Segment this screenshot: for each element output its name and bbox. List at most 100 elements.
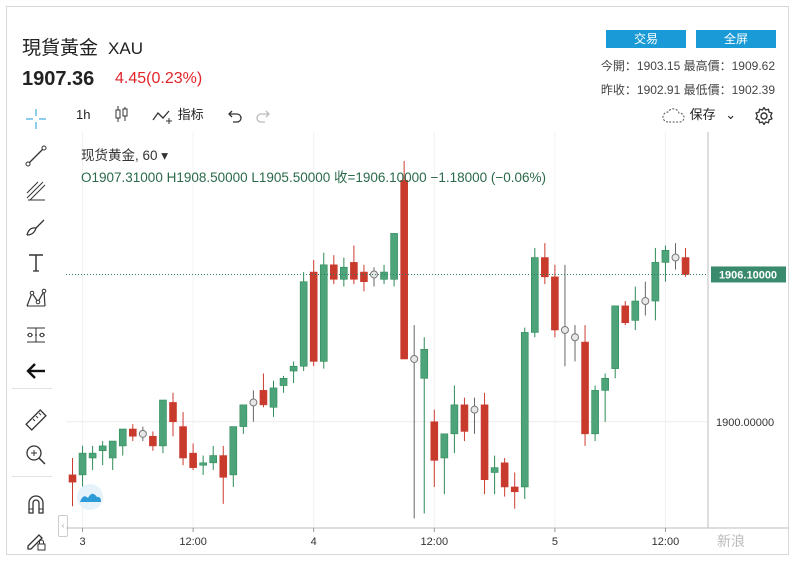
candle-body [68,474,77,483]
measure-icon[interactable] [18,320,54,350]
redo-icon[interactable] [256,104,272,126]
trendline-icon[interactable] [18,141,54,171]
indicators-button[interactable]: 指标 [152,104,204,126]
candle-body [129,428,137,437]
candle-body [450,404,459,435]
candle-body [601,377,609,391]
x-tick-label: 3 [79,536,85,548]
candle-doji [410,354,419,363]
last-price: 1907.36 [22,68,95,90]
page-title: 現貨黃金 XAU [22,33,143,60]
candle-body [78,452,87,476]
candle-body [611,305,620,369]
crosshair-icon[interactable] [18,104,54,134]
stats-prevclose-low: 昨收：1902.91 最低價：1902.39 [600,83,775,97]
candle-body [279,377,288,386]
save-label: 保存 [689,107,716,122]
legend-title[interactable]: 现货黄金, 60 ▾ [81,148,169,163]
chart-logo-icon [77,484,103,510]
indicators-label: 指标 [177,107,204,122]
current-price-badge [711,266,786,283]
candle-body [631,300,640,321]
chevron-down-icon[interactable]: ⌄ [725,107,737,122]
candle-body [98,445,107,452]
candle-doji [138,429,147,438]
lock-pencil-icon[interactable] [18,525,54,555]
candle-body [149,435,157,447]
candle-body [661,250,670,263]
x-tick-label: 5 [552,536,558,548]
text-icon[interactable] [18,248,54,278]
zoom-in-icon[interactable] [18,440,54,470]
candle-body [460,404,469,432]
candle-body [299,281,308,367]
settings-gear-icon[interactable] [754,104,774,126]
candle-body [219,455,228,478]
current-price-label: 1906.10000 [719,269,777,281]
candle-body [500,462,509,488]
candle-body [319,264,328,362]
legend: 现货黄金, 60 ▾ O1907.31000 H1908.50000 L1905… [81,145,546,189]
candle-body [239,404,248,427]
save-button[interactable]: 保存 ⌄ [662,104,736,126]
pattern-icon[interactable] [18,284,54,314]
magnet-icon[interactable] [18,490,54,520]
trade-button[interactable]: 交易 [606,30,686,48]
fib-icon[interactable] [18,176,54,206]
candle-body [289,365,298,372]
candle-body [400,179,408,360]
candle-body [269,387,278,408]
back-arrow-icon[interactable] [18,356,54,386]
interval-selector[interactable]: 1h [76,107,91,122]
candle-doji [470,405,479,414]
symbol-code: XAU [108,39,143,58]
candle-body [440,433,449,459]
legend-ohlc-values: O1907.31000 H1908.50000 L1905.50000 收=19… [81,170,547,185]
price-change: 4.45(0.23%) [115,70,203,87]
brush-icon[interactable] [18,212,54,242]
candle-doji [571,333,579,342]
undo-icon[interactable] [226,104,242,126]
x-tick-label: 12:00 [652,536,680,548]
candle-body [681,257,690,275]
instrument-name: 現貨黃金 [22,38,99,59]
candle-body [621,305,630,324]
candle-body [340,266,348,280]
candle-doji [249,398,258,407]
y-tick-label: 1900.00000 [716,417,774,429]
tool-divider [12,388,52,389]
stats-open-high: 今開：1903.15 最高價：1909.62 [600,59,775,73]
tool-divider [12,476,52,477]
candle-doji [641,297,650,306]
x-tick-label: 12:00 [179,536,207,548]
candle-body [480,404,489,481]
indicator-icon [152,110,172,124]
candle-body [360,271,368,283]
candle-body [159,399,167,447]
axes-layer: 1900.00000 3 12:00 4 12:00 5 12:00 1906.10000 [66,132,789,548]
candles-layer [68,160,690,519]
candle-body [309,271,318,362]
candle-body [209,455,217,464]
candle-body [430,421,439,461]
candle-body [551,276,559,331]
candle-body [591,390,599,435]
cloud-icon [662,107,685,123]
collapse-toolbar-handle[interactable]: ‹ [58,515,68,537]
candle-body [169,402,177,423]
candle-body [329,264,338,280]
candle-body [179,426,187,459]
candle-doji [560,326,569,334]
candle-body [118,428,127,447]
fullscreen-button[interactable]: 全屏 [696,30,776,48]
candle-body [189,452,197,468]
candle-body [651,262,660,302]
candle-body [88,452,97,459]
candle-body [541,257,549,278]
ruler-icon[interactable] [18,405,54,435]
candle-body [390,233,398,280]
candle-doji [370,270,378,279]
candle-type-icon[interactable] [114,104,130,126]
watermark: 新浪 [717,533,745,549]
